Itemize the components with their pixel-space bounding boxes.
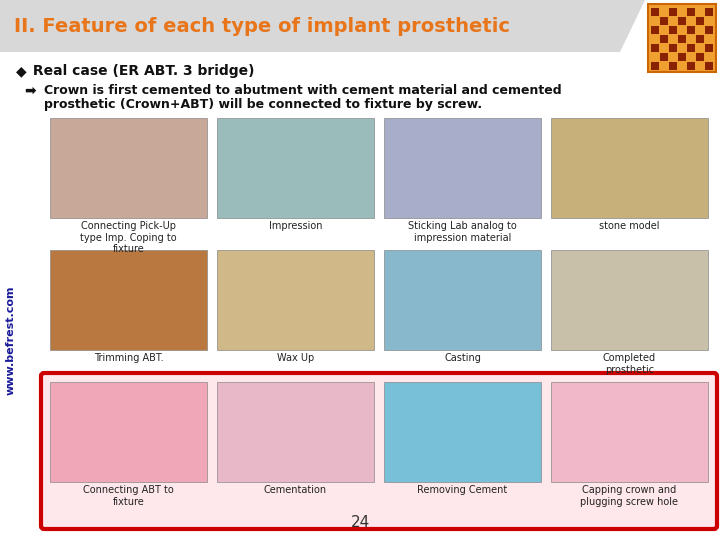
Bar (669, 35, 677, 43)
Bar (660, 44, 668, 52)
Bar (705, 17, 713, 25)
Bar (669, 62, 677, 70)
Bar (217, 250, 374, 350)
Text: Crown is first cemented to abutment with cement material and cemented: Crown is first cemented to abutment with… (44, 84, 562, 97)
Bar (678, 26, 686, 34)
Text: Connecting Pick-Up
type Imp. Coping to
fixture: Connecting Pick-Up type Imp. Coping to f… (80, 221, 177, 254)
Bar (660, 62, 668, 70)
Bar (660, 53, 668, 61)
Text: Sticking Lab analog to
impression material: Sticking Lab analog to impression materi… (408, 221, 517, 242)
Bar (217, 382, 374, 482)
Bar (705, 26, 713, 34)
Bar (660, 17, 668, 25)
Text: Real case (ER ABT. 3 bridge): Real case (ER ABT. 3 bridge) (28, 64, 254, 78)
Bar (696, 26, 704, 34)
Text: stone model: stone model (599, 221, 660, 231)
Bar (687, 35, 695, 43)
Text: prosthetic (Crown+ABT) will be connected to fixture by screw.: prosthetic (Crown+ABT) will be connected… (44, 98, 482, 111)
Bar (551, 118, 708, 218)
Bar (669, 44, 677, 52)
Bar (551, 250, 708, 350)
Bar (705, 8, 713, 16)
Bar (687, 26, 695, 34)
Bar (384, 118, 541, 218)
Text: Completed
prosthetic: Completed prosthetic (603, 353, 656, 375)
Bar (678, 44, 686, 52)
Text: 24: 24 (351, 515, 369, 530)
Bar (669, 26, 677, 34)
Polygon shape (0, 0, 645, 52)
Bar (660, 26, 668, 34)
Bar (696, 35, 704, 43)
Text: Wax Up: Wax Up (277, 353, 314, 363)
Text: www.befrest.com: www.befrest.com (6, 285, 16, 395)
Bar (50, 118, 207, 218)
Bar (669, 53, 677, 61)
Bar (384, 382, 541, 482)
Text: Capping crown and
plugging screw hole: Capping crown and plugging screw hole (580, 485, 678, 507)
Bar (705, 44, 713, 52)
FancyBboxPatch shape (41, 373, 717, 529)
Bar (687, 62, 695, 70)
Text: ➡: ➡ (24, 84, 35, 98)
Text: Casting: Casting (444, 353, 481, 363)
Bar (687, 44, 695, 52)
Bar (651, 35, 659, 43)
Text: Removing Cement: Removing Cement (418, 485, 508, 495)
Bar (50, 250, 207, 350)
Bar (705, 62, 713, 70)
Bar (678, 53, 686, 61)
Bar (678, 62, 686, 70)
Bar (705, 35, 713, 43)
Bar (678, 17, 686, 25)
Bar (696, 8, 704, 16)
Bar (669, 8, 677, 16)
Bar (50, 382, 207, 482)
Text: II. Feature of each type of implant prosthetic: II. Feature of each type of implant pros… (14, 17, 510, 36)
Bar (551, 382, 708, 482)
Bar (384, 250, 541, 350)
Text: Trimming ABT.: Trimming ABT. (94, 353, 163, 363)
Bar (660, 8, 668, 16)
Bar (678, 35, 686, 43)
Bar (651, 62, 659, 70)
Bar (696, 53, 704, 61)
Bar (687, 17, 695, 25)
Bar (696, 17, 704, 25)
Bar (217, 118, 374, 218)
Bar (678, 8, 686, 16)
Bar (696, 62, 704, 70)
Text: Cementation: Cementation (264, 485, 327, 495)
Bar (669, 17, 677, 25)
Bar (696, 44, 704, 52)
Text: Impression: Impression (269, 221, 323, 231)
Bar (687, 8, 695, 16)
Bar (705, 53, 713, 61)
Bar (651, 8, 659, 16)
Text: ◆: ◆ (16, 64, 27, 78)
Bar (648, 4, 716, 72)
Bar (651, 53, 659, 61)
Bar (651, 17, 659, 25)
Bar (687, 53, 695, 61)
Bar (651, 26, 659, 34)
Text: Connecting ABT to
fixture: Connecting ABT to fixture (83, 485, 174, 507)
Bar (660, 35, 668, 43)
Bar (651, 44, 659, 52)
